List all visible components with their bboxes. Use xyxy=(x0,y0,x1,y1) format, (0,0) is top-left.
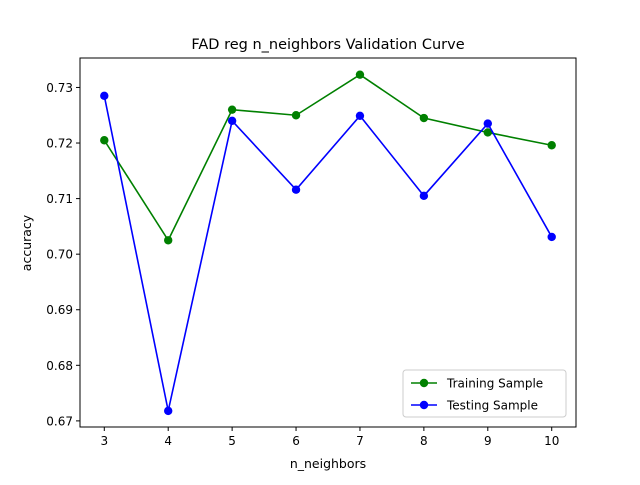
series-1-point xyxy=(291,111,301,120)
series-1-point xyxy=(164,236,173,245)
y-tick-label: 0.70 xyxy=(46,248,73,262)
x-tick-label: 4 xyxy=(164,434,172,448)
series-1-point xyxy=(419,113,429,123)
axes-frame xyxy=(79,57,577,428)
chart-title: FAD reg n_neighbors Validation Curve xyxy=(191,37,464,53)
x-tick-label: 5 xyxy=(228,434,236,448)
series-1-point xyxy=(100,136,109,145)
y-tick-label: 0.68 xyxy=(46,359,73,373)
series-2-point xyxy=(227,116,237,125)
series-1-point xyxy=(547,141,556,150)
legend-label-2: Testing Sample xyxy=(446,399,538,413)
x-axis-label: n_neighbors xyxy=(290,456,366,471)
x-tick-label: 10 xyxy=(544,434,559,448)
plot-area: 3 4 5 6 7 8 9 10 0.67 0.68 0.69 0.70 0.71 0.72 0.73 xyxy=(46,57,577,448)
legend-marker-2 xyxy=(419,400,429,410)
series-line-2 xyxy=(103,95,553,412)
series-2-point xyxy=(291,185,301,194)
legend-box xyxy=(402,369,567,418)
x-tick-label: 8 xyxy=(420,434,428,448)
legend-label-1: Training Sample xyxy=(446,377,543,391)
series-1-point xyxy=(355,70,365,79)
series-1-point xyxy=(227,105,237,114)
series-2-point xyxy=(419,191,429,201)
y-tick-label: 0.73 xyxy=(46,81,73,95)
legend-marker-1 xyxy=(419,378,429,388)
legend: Training Sample Testing Sample xyxy=(402,369,567,418)
series-2-point xyxy=(547,232,556,242)
series-2-point xyxy=(355,111,365,120)
series-line-1 xyxy=(103,73,552,242)
x-tick-label: 6 xyxy=(292,434,300,448)
series-2-point xyxy=(483,119,492,128)
x-tick-label: 7 xyxy=(356,434,364,448)
series-2-point xyxy=(164,406,173,416)
y-tick-label: 0.69 xyxy=(46,303,73,317)
x-tick-label: 3 xyxy=(100,434,108,448)
y-tick-label: 0.71 xyxy=(46,192,73,206)
y-tick-label: 0.72 xyxy=(46,137,73,151)
series-2-point xyxy=(100,91,109,100)
series-1-point xyxy=(483,128,492,137)
y-axis-label: accuracy xyxy=(19,214,34,271)
x-tick-label: 9 xyxy=(484,434,492,448)
y-tick-label: 0.67 xyxy=(46,414,73,428)
